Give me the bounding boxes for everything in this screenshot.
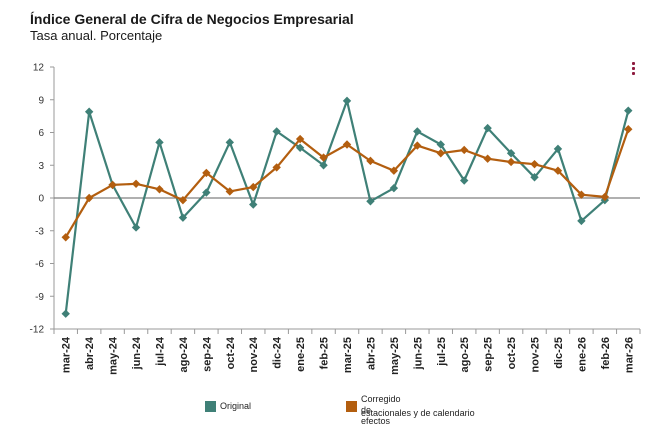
x-tick-label: jun-25 — [412, 337, 424, 370]
data-point-original — [202, 188, 211, 197]
chart-series — [61, 96, 633, 318]
data-point-original — [460, 176, 469, 185]
y-tick-label: -9 — [35, 292, 44, 303]
data-point-original — [506, 149, 516, 158]
data-point-corregido — [225, 187, 234, 196]
data-point-original — [366, 197, 375, 206]
data-point-corregido — [202, 168, 211, 178]
x-tick-label: abr-25 — [365, 337, 377, 370]
x-tick-label: nov-24 — [248, 336, 260, 372]
legend-swatch-original — [205, 401, 216, 412]
data-point-corregido — [577, 190, 586, 199]
data-point-corregido — [342, 140, 352, 149]
data-point-corregido — [460, 145, 469, 155]
vertical-dots-menu-icon[interactable] — [631, 62, 637, 76]
data-point-original — [624, 106, 633, 115]
x-tick-label: feb-25 — [319, 337, 331, 369]
legend-label-original: Original — [220, 401, 252, 411]
data-point-corregido — [506, 157, 516, 167]
x-tick-label: sep-24 — [201, 336, 213, 372]
x-tick-label: mar-26 — [623, 337, 635, 373]
data-point-corregido — [319, 153, 328, 162]
data-point-corregido — [249, 182, 258, 192]
data-point-corregido — [61, 233, 70, 242]
data-point-original — [413, 127, 422, 136]
data-point-corregido — [553, 166, 563, 175]
x-tick-label: jul-25 — [436, 337, 448, 367]
y-tick-label: 6 — [38, 128, 44, 139]
y-tick-label: 0 — [38, 194, 44, 205]
x-tick-label: oct-24 — [225, 336, 237, 369]
legend-label-corregido-line1: Corregido de efectos — [361, 394, 401, 426]
x-tick-label: ene-26 — [576, 337, 588, 372]
chart-subtitle: Tasa anual. Porcentaje — [30, 28, 163, 43]
x-tick-label: jun-24 — [131, 336, 143, 370]
legend-swatch-corregido — [346, 401, 357, 412]
x-tick-label: mar-25 — [342, 337, 354, 373]
data-point-original — [577, 216, 586, 226]
data-point-corregido — [131, 179, 141, 189]
chart-title: Índice General de Cifra de Negocios Empr… — [30, 11, 354, 27]
x-tick-label: ago-24 — [178, 336, 190, 372]
data-point-corregido — [413, 141, 422, 150]
data-point-corregido — [436, 149, 445, 158]
line-chart: 12 9 6 3 0 -3 -6 -9 -12 mar-24 abr-24 may-24 jun-24 j… — [30, 63, 641, 375]
x-tick-label: dic-25 — [553, 337, 565, 369]
data-point-original — [483, 123, 492, 133]
data-point-original — [389, 183, 399, 193]
x-tick-label: ago-25 — [459, 337, 471, 372]
data-point-corregido — [530, 159, 539, 169]
y-tick-label: -12 — [30, 325, 45, 336]
x-tick-label: jul-24 — [154, 336, 166, 367]
data-point-original — [295, 143, 305, 152]
x-tick-label: sep-25 — [483, 337, 495, 372]
data-point-original — [155, 138, 164, 147]
data-point-corregido — [366, 156, 375, 166]
data-point-corregido — [600, 192, 610, 202]
data-point-original — [342, 96, 352, 106]
data-point-original — [272, 127, 281, 136]
y-tick-label: -6 — [35, 259, 44, 270]
data-point-original — [436, 140, 445, 149]
data-point-original — [178, 213, 188, 222]
data-point-original — [131, 223, 141, 232]
x-tick-label: may-24 — [108, 336, 120, 375]
data-point-corregido — [155, 185, 164, 194]
series-line-original — [64, 99, 630, 314]
data-point-corregido — [108, 180, 117, 190]
x-tick-label: abr-24 — [84, 336, 96, 370]
data-point-corregido — [84, 193, 94, 203]
data-point-original — [530, 173, 539, 182]
data-point-original — [319, 161, 328, 170]
data-point-corregido — [272, 163, 281, 172]
data-point-corregido — [483, 154, 492, 163]
y-tick-label: 12 — [33, 63, 45, 74]
data-point-corregido — [295, 134, 305, 144]
x-tick-label: oct-25 — [506, 337, 518, 369]
x-tick-label: may-25 — [389, 337, 401, 375]
data-point-original — [84, 107, 94, 116]
data-point-original — [553, 144, 563, 154]
data-point-original — [249, 200, 258, 209]
legend-label-corregido-line2: estacionales y de calendario — [361, 408, 475, 418]
data-point-corregido — [624, 125, 633, 134]
data-point-original — [225, 138, 234, 147]
chart-axes: 12 9 6 3 0 -3 -6 -9 -12 mar-24 abr-24 may-24 jun-24 j… — [30, 63, 641, 375]
x-tick-label: nov-25 — [530, 337, 542, 372]
data-point-original — [61, 309, 70, 318]
y-tick-label: 3 — [38, 161, 44, 172]
x-tick-label: ene-25 — [295, 337, 307, 372]
x-tick-label: feb-26 — [600, 337, 612, 369]
x-tick-label: dic-24 — [272, 336, 284, 369]
data-point-corregido — [389, 166, 399, 175]
y-tick-label: -3 — [35, 226, 44, 237]
x-tick-label: mar-24 — [61, 336, 73, 373]
data-point-corregido — [178, 195, 188, 205]
y-tick-label: 9 — [38, 95, 44, 106]
